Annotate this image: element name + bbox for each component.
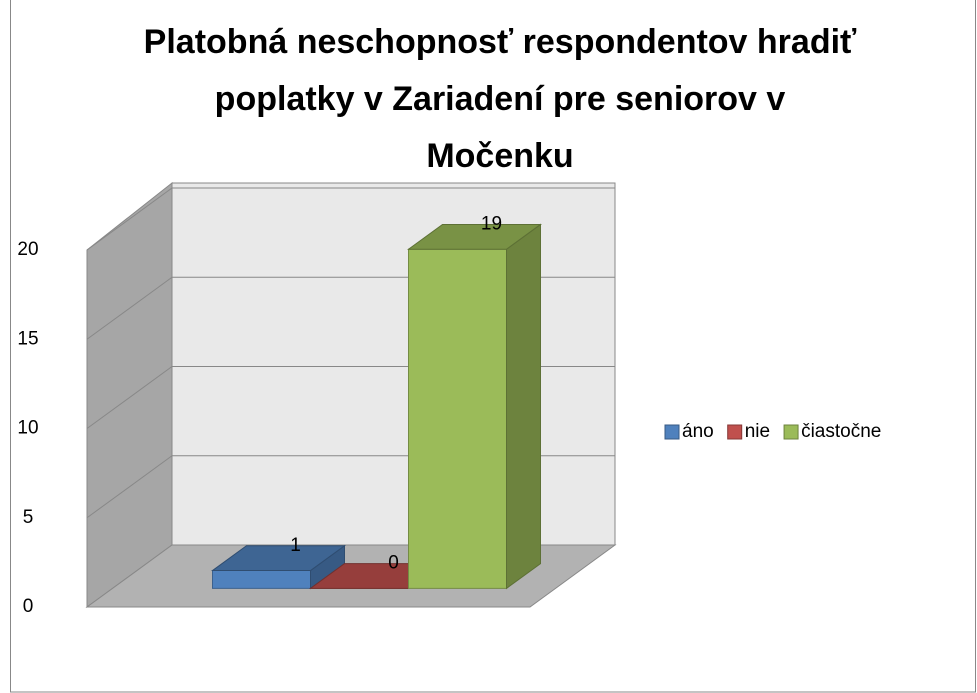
y-tick-label: 20 [17, 239, 38, 260]
bar-top [406, 223, 543, 250]
value-label: 0 [388, 553, 399, 574]
value-label: 1 [290, 535, 301, 556]
bar-front [408, 248, 507, 589]
legend-label: čiastočne [801, 421, 881, 442]
bar-side [506, 223, 541, 590]
legend-swatch [727, 424, 743, 440]
chart-title: Platobná neschopnosť respondentov hradiť… [143, 23, 857, 175]
grid-line [86, 187, 173, 251]
y-tick-label: 15 [17, 328, 38, 349]
chart-frame [10, 0, 976, 693]
bar-front [212, 570, 311, 589]
grid-line [86, 276, 173, 340]
back-wall [171, 182, 616, 546]
value-label: 19 [481, 213, 502, 234]
y-tick-label: 10 [17, 418, 38, 439]
side-wall [86, 181, 173, 608]
grid-line [86, 455, 173, 519]
grid-line [86, 366, 173, 429]
y-tick-label: 5 [23, 507, 34, 528]
legend-swatch [783, 424, 799, 440]
y-tick-label: 0 [23, 596, 34, 617]
legend-label: áno [682, 421, 714, 442]
legend-label: nie [745, 421, 770, 442]
legend-swatch [664, 424, 680, 440]
bar-top [210, 545, 347, 572]
